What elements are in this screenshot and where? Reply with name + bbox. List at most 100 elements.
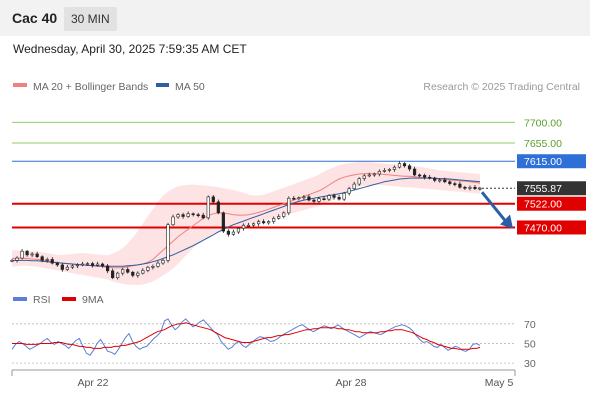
candle-body [226,230,230,235]
candle-body [443,179,447,183]
candle-body [463,186,467,189]
candle-body [267,221,271,224]
candle-body [171,216,175,226]
bollinger-bands [12,162,480,285]
candle-body [392,166,397,170]
candle-body [277,216,281,219]
candle-body [30,253,34,256]
candle-body [357,178,361,185]
candle-body [111,270,115,279]
level-label-7522.00: 7522.00 [524,199,562,211]
credit-text: Research © 2025 Trading Central [423,81,580,93]
candle-body [292,197,296,200]
time-axis: Apr 22 Apr 28 May 5 [11,369,516,389]
rsi-tick-70: 70 [524,319,536,331]
candle-body [337,197,341,200]
rsi-ma-line [12,322,481,350]
candle-body [186,213,190,217]
candle-body [161,260,165,264]
candle-body [25,250,29,256]
candle-body [151,265,155,268]
price-level-labels: 7700.00 7655.00 7615.00 7555.87 7522.00 7470.… [517,117,586,235]
candle-body [453,183,457,185]
candle-body [367,174,371,177]
candle-body [387,169,392,171]
candle-body [106,265,110,272]
candle-body [176,214,180,218]
candle-body [448,181,452,184]
candle-body [418,174,422,177]
rsi-ma-legend-label: 9MA [82,294,104,306]
candle-body [251,223,256,226]
candle-body [302,196,306,199]
candles [10,161,482,280]
ma20-legend-swatch [13,83,27,87]
forecast-arrow-shaft [480,191,507,222]
moving-averages [11,173,481,269]
candle-body [327,195,331,200]
candle-body [297,197,301,200]
candle-body [287,197,291,214]
candle-body [20,250,24,259]
level-label-7555.87: 7555.87 [524,183,562,195]
level-label-bg-7555.87 [517,181,586,196]
price-levels [12,121,515,229]
candle-body [85,263,90,265]
candle-body [116,272,120,279]
candle-body [428,176,432,179]
candle-body [433,177,437,181]
candle-body [131,271,135,276]
timeframe-button[interactable]: 30 MIN [64,7,117,31]
ma50-legend-label: MA 50 [175,81,205,93]
candle-body [352,183,356,189]
candle-body [382,170,386,172]
candle-body [423,175,427,178]
candle-body [206,196,210,219]
candle-body [126,269,130,273]
candle-body [317,198,321,202]
ma50-line [12,177,481,267]
rsi-ma-legend-swatch [62,297,76,301]
level-label-7655.00: 7655.00 [524,138,562,150]
level-label-bg-7470.00 [517,220,586,235]
forecast-arrow-head [500,214,513,229]
candle-body [412,168,417,176]
rsi-tick-50: 50 [524,338,536,350]
candle-body [75,264,80,267]
candle-body [256,221,261,225]
candle-body [216,201,220,214]
candle-body [146,266,150,271]
candle-body [181,214,185,217]
candle-body [121,269,125,274]
candle-body [15,257,19,261]
candle-body [166,224,170,261]
candle-body [377,170,381,175]
chart-datetime: Wednesday, April 30, 2025 7:59:35 AM CET [13,42,247,56]
candle-body [438,179,442,182]
candle-body [221,212,225,232]
candle-body [40,256,44,261]
candle-body [407,165,412,170]
candle-body [473,186,477,189]
candle-body [397,163,402,168]
level-label-bg-7522.00 [517,196,586,211]
bollinger-band-area [12,162,480,285]
ma20-legend-label: MA 20 + Bollinger Bands [33,81,148,93]
ma50-legend-swatch [156,83,169,87]
candle-body [55,262,59,266]
candle-body [156,262,160,267]
candle-body [362,175,366,179]
candle-body [141,270,145,274]
level-label-7470.00: 7470.00 [524,222,562,234]
candle-body [136,272,140,276]
candle-body [45,259,49,261]
candle-body [65,266,69,270]
candle-body [90,263,95,266]
candle-body [241,224,246,229]
candle-body [35,253,39,258]
rsi-line [11,318,481,356]
candle-body [282,212,286,217]
candle-body [196,214,200,216]
candle-body [372,173,376,176]
